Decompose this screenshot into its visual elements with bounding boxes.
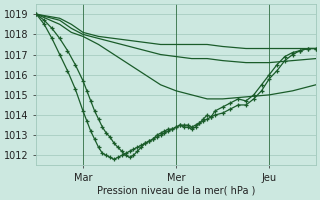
X-axis label: Pression niveau de la mer( hPa ): Pression niveau de la mer( hPa ) — [97, 186, 255, 196]
